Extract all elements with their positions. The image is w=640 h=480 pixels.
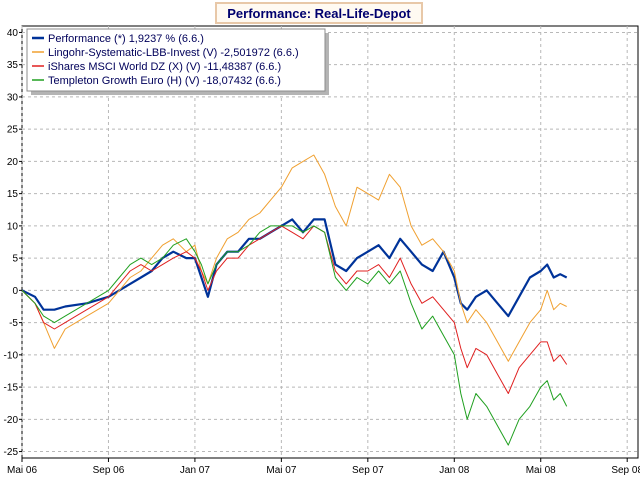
series-line-4 <box>21 225 568 446</box>
chart-title-box: Performance: Real-Life-Depot <box>215 2 423 24</box>
y-tick-label: 40 <box>7 28 19 39</box>
x-axis: Mai 06 Sep 06 Jan 07 Mai 07 Sep 07 Jan 08 Mai … <box>7 458 640 476</box>
legend: Performance (*) 1,9237 % (6.6.) Lingohr-S… <box>26 28 329 95</box>
y-tick-label: 35 <box>7 60 19 71</box>
legend-label-3: iShares MSCI World DZ (X) (V) -11,48387 … <box>48 61 281 73</box>
x-tick-label: Jan 07 <box>180 465 210 476</box>
series-line-1 <box>21 218 568 318</box>
x-tick-label: Jan 08 <box>439 465 469 476</box>
x-tick-label: Sep 07 <box>352 465 384 476</box>
y-axis: 40 35 30 25 20 15 10 5 0 -5 -10 -15 -20 -25 <box>4 28 22 458</box>
chart-title: Performance: Real-Life-Depot <box>227 5 411 21</box>
y-tick-label: 10 <box>7 221 19 232</box>
x-tick-label: Mai 06 <box>7 465 37 476</box>
legend-label-1: Performance (*) 1,9237 % (6.6.) <box>48 33 204 45</box>
x-tick-label: Mai 08 <box>526 465 556 476</box>
y-tick-label: 30 <box>7 92 19 103</box>
y-tick-label: 25 <box>7 125 19 136</box>
series-line-2 <box>21 154 567 362</box>
y-tick-label: -10 <box>4 350 19 361</box>
legend-label-2: Lingohr-Systematic-LBB-Invest (V) -2,501… <box>48 47 299 59</box>
y-tick-label: 20 <box>7 157 19 168</box>
y-tick-label: -5 <box>9 318 18 329</box>
legend-label-4: Templeton Growth Euro (H) (V) -18,07432 … <box>48 75 281 87</box>
series-line-3 <box>21 225 568 394</box>
legend-box <box>26 28 326 92</box>
y-tick-label: -15 <box>4 383 19 394</box>
x-tick-label: Mai 07 <box>266 465 296 476</box>
x-tick-label: Sep 06 <box>93 465 125 476</box>
y-tick-label: -20 <box>4 415 19 426</box>
series-layer <box>21 154 568 446</box>
y-tick-label: 15 <box>7 189 19 200</box>
x-tick-label: Sep 08 <box>611 465 640 476</box>
y-tick-label: -25 <box>4 447 19 458</box>
y-tick-label: 0 <box>12 286 18 297</box>
y-tick-label: 5 <box>12 254 18 265</box>
